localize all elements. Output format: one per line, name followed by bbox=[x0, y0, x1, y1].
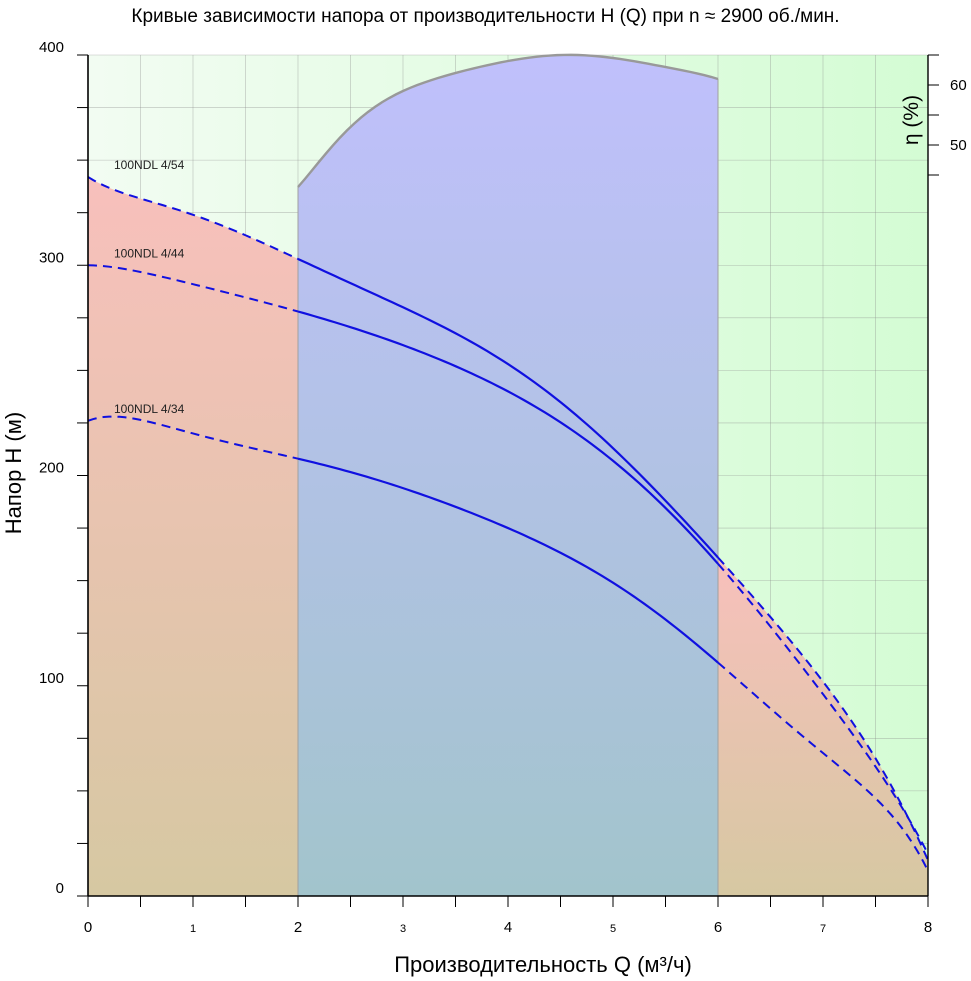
x-tick-label: 5 bbox=[610, 923, 616, 935]
curve-dashed-high bbox=[717, 556, 928, 861]
y-tick-label: 100 bbox=[39, 670, 64, 687]
y-tick-label: 200 bbox=[39, 460, 64, 477]
eta-axis-label: η (%) bbox=[900, 95, 923, 145]
y-tick-label: 0 bbox=[56, 880, 64, 897]
chart-title: Кривые зависимости напора от производите… bbox=[131, 6, 840, 27]
y-tick-label: 400 bbox=[39, 39, 64, 56]
curve-dashed-low bbox=[88, 264, 299, 313]
y-tick-label: 300 bbox=[39, 249, 64, 266]
high-flow-region bbox=[718, 557, 928, 896]
curve-solid-working bbox=[297, 257, 719, 559]
x-tick-label: 8 bbox=[924, 919, 932, 936]
curve-dashed-low bbox=[88, 415, 299, 460]
x-axis-label: Производительность Q (м³/ч) bbox=[394, 952, 692, 977]
x-tick-label: 7 bbox=[820, 923, 826, 935]
curve-dashed-low bbox=[88, 176, 299, 260]
x-tick-label: 4 bbox=[504, 919, 512, 936]
x-tick-label: 1 bbox=[190, 923, 196, 935]
x-tick-label: 3 bbox=[400, 923, 406, 935]
series-label: 100NDL 4/54 bbox=[114, 158, 185, 172]
x-tick-label: 6 bbox=[714, 919, 722, 936]
series-100ndl-4-54 bbox=[88, 176, 928, 861]
curve-solid-working bbox=[297, 310, 719, 565]
series-label: 100NDL 4/44 bbox=[114, 246, 185, 260]
low-flow-region bbox=[88, 176, 298, 896]
x-tick-label: 0 bbox=[84, 919, 92, 936]
eta-tick-label: 60 bbox=[950, 77, 967, 94]
series-100ndl-4-34 bbox=[88, 415, 928, 872]
curve-solid-working bbox=[297, 457, 719, 664]
series-label: 100NDL 4/34 bbox=[114, 402, 185, 416]
curve-dashed-high bbox=[717, 661, 928, 872]
curve-dashed-high bbox=[717, 563, 928, 855]
series-100ndl-4-44 bbox=[88, 264, 928, 855]
efficiency-curve bbox=[297, 53, 719, 188]
x-tick-label: 2 bbox=[294, 919, 302, 936]
working-range-region bbox=[298, 55, 718, 896]
eta-tick-label: 50 bbox=[950, 137, 967, 154]
